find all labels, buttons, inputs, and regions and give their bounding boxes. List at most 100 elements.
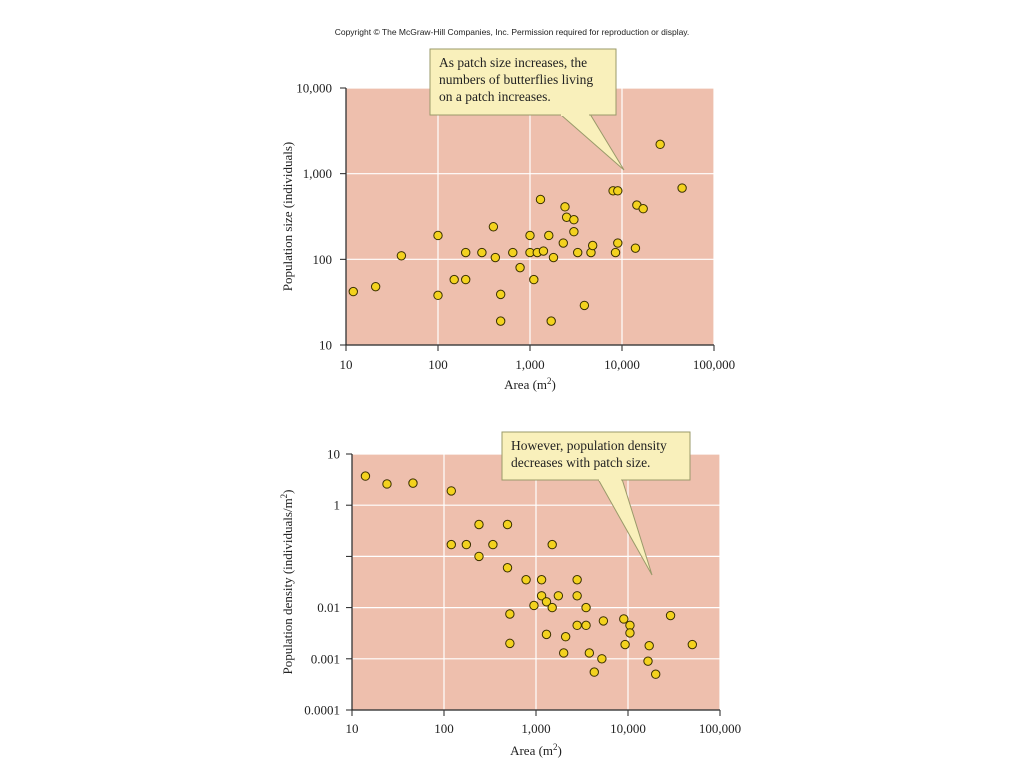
data-point: [677, 183, 687, 193]
data-point: [613, 238, 623, 248]
callout-box: [501, 431, 691, 481]
y-axis-title-superscript: 2: [279, 494, 289, 499]
data-point: [446, 486, 456, 496]
data-point: [644, 641, 654, 651]
x-axis-title: Area (m2): [504, 376, 556, 392]
y-tick-label: 10: [319, 338, 332, 353]
y-axis-title: Population density (individuals/m2): [279, 489, 295, 674]
x-axis-title-text: Area (m: [504, 377, 547, 392]
callout-text-line: numbers of butterflies living: [439, 72, 593, 87]
data-point: [460, 247, 471, 258]
data-point: [598, 616, 609, 626]
x-tick-label: 100: [434, 721, 454, 736]
x-tick-label: 100: [428, 357, 448, 372]
data-point: [589, 667, 599, 677]
x-axis-title-superscript: 2: [547, 376, 552, 386]
data-point: [488, 222, 499, 232]
data-point: [536, 575, 547, 585]
data-point: [502, 563, 513, 573]
data-point: [474, 551, 484, 562]
x-tick-label: 1,000: [521, 721, 550, 736]
data-point: [560, 202, 570, 212]
data-point: [370, 281, 381, 292]
data-point: [525, 230, 535, 241]
data-point: [581, 602, 591, 613]
y-axis-title-text: Population size (individuals): [280, 142, 295, 291]
data-point: [382, 479, 392, 489]
y-axis-title: Population size (individuals): [280, 142, 295, 291]
data-point: [396, 251, 407, 261]
copyright-notice: Copyright © The McGraw-Hill Companies, I…: [335, 27, 690, 37]
data-point: [541, 597, 552, 607]
data-point: [541, 629, 552, 640]
data-point: [529, 600, 539, 611]
y-tick-label: 1: [334, 498, 341, 513]
y-tick-label: 0.0001: [304, 703, 340, 718]
data-point: [544, 230, 554, 241]
x-axis-title-end: ): [552, 377, 556, 392]
y-tick-label: 0.01: [317, 600, 340, 615]
data-point: [579, 300, 590, 311]
data-point: [581, 620, 591, 631]
callout: As patch size increases, the numbers of b…: [429, 48, 625, 171]
callout-text-line: As patch size increases, the: [439, 55, 587, 70]
data-point: [408, 478, 418, 488]
data-point: [495, 289, 506, 300]
x-tick-label: 10,000: [610, 721, 646, 736]
data-point: [461, 539, 472, 550]
callout-text-line: However, population density: [511, 438, 667, 453]
x-tick-label: 10: [346, 721, 359, 736]
x-tick-label: 10: [340, 357, 353, 372]
data-point: [553, 591, 564, 601]
data-point: [360, 471, 371, 481]
population-size-chart: 10 100 1,000 10,000 100,000 10 100 1,000 10,000 A…: [280, 48, 735, 392]
data-point: [572, 620, 582, 631]
data-point: [584, 648, 595, 658]
x-tick-label: 10,000: [604, 357, 640, 372]
x-axis-title: Area (m2): [510, 742, 562, 758]
data-point: [433, 230, 443, 241]
data-point: [460, 274, 471, 285]
data-point: [508, 247, 518, 258]
data-point: [558, 648, 569, 658]
data-point: [495, 316, 506, 326]
data-point: [433, 290, 443, 301]
data-point: [665, 610, 676, 621]
y-tick-label: 10: [327, 447, 340, 462]
callout-text-line: on a patch increases.: [439, 89, 551, 104]
data-point: [348, 286, 358, 297]
data-point: [558, 238, 568, 248]
data-point: [650, 669, 661, 679]
callout-text-line: decreases with patch size.: [511, 455, 650, 470]
y-tick-label: 100: [313, 252, 333, 267]
y-tick-label: 1,000: [303, 166, 332, 181]
data-point: [569, 215, 579, 225]
population-density-chart: 10 100 1,000 10,000 100,000 0.0001 0.001 0.01 1 1…: [279, 431, 741, 758]
y-tick-label: 10,000: [296, 81, 332, 96]
data-point: [505, 638, 515, 649]
callout: However, population density decreases wit…: [501, 431, 691, 576]
data-point: [610, 247, 621, 258]
data-point: [573, 247, 583, 258]
x-tick-label: 100,000: [693, 357, 735, 372]
data-point: [536, 591, 547, 601]
x-tick-label: 1,000: [515, 357, 544, 372]
data-point: [521, 575, 531, 585]
data-point: [535, 194, 546, 205]
data-point: [502, 519, 513, 530]
data-point: [638, 203, 648, 214]
data-point: [572, 591, 582, 601]
data-point: [529, 274, 539, 285]
data-point: [548, 252, 559, 263]
data-point: [538, 246, 549, 256]
data-point: [655, 139, 665, 150]
data-point: [488, 539, 498, 550]
data-point: [572, 575, 582, 585]
x-tick-label: 100,000: [699, 721, 741, 736]
x-axis-title-end: ): [558, 743, 562, 758]
data-point: [619, 614, 629, 624]
data-point: [643, 656, 653, 666]
data-point: [449, 274, 459, 285]
data-point: [446, 539, 456, 550]
